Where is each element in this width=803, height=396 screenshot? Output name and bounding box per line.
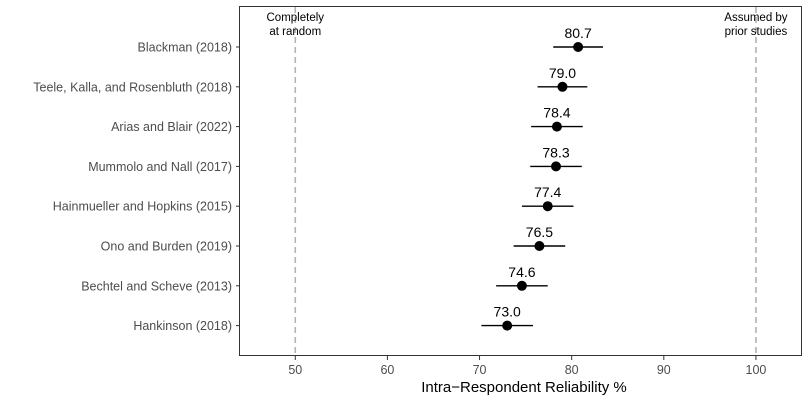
point-8 <box>502 320 513 331</box>
x-tick-label-90: 90 <box>657 363 671 377</box>
point-1 <box>573 42 584 52</box>
value-label-6: 76.5 <box>526 224 553 240</box>
x-tick-label-100: 100 <box>746 363 767 377</box>
point-3 <box>551 121 562 132</box>
study-label-4: Mummolo and Nall (2017) <box>88 160 232 174</box>
study-label-8: Hankinson (2018) <box>133 319 232 333</box>
value-labels: 80.7 79.0 78.4 78.3 77.4 76.5 74.6 73.0 <box>494 25 592 320</box>
x-tick-label-80: 80 <box>565 363 579 377</box>
plot-panel-border <box>239 6 802 356</box>
x-axis-title: Intra−Respondent Reliability % <box>421 379 627 396</box>
study-label-1: Blackman (2018) <box>138 41 233 55</box>
value-label-7: 74.6 <box>508 264 535 280</box>
y-axis-ticks <box>236 46 240 327</box>
x-tick-label-60: 60 <box>380 363 394 377</box>
value-label-3: 78.4 <box>543 105 570 121</box>
value-label-1: 80.7 <box>564 25 591 41</box>
reference-label-100-line-2: prior studies <box>725 26 788 38</box>
x-axis-ticks: 50 60 70 80 90 100 <box>288 356 766 377</box>
point-6 <box>534 241 545 251</box>
point-7 <box>516 280 527 291</box>
study-label-2: Teele, Kalla, and Rosenbluth (2018) <box>33 80 232 94</box>
x-tick-label-70: 70 <box>473 363 487 377</box>
value-label-5: 77.4 <box>534 184 561 200</box>
point-2 <box>557 81 568 92</box>
reference-lines: Completely at random Assumed by prior studi… <box>267 7 788 356</box>
reference-label-100-line-1: Assumed by <box>724 12 788 24</box>
value-label-4: 78.3 <box>542 144 569 160</box>
point-estimates <box>502 42 584 331</box>
point-4 <box>551 161 562 172</box>
point-5 <box>542 201 553 212</box>
study-label-5: Hainmueller and Hopkins (2015) <box>53 200 232 214</box>
study-label-7: Bechtel and Scheve (2013) <box>81 279 232 293</box>
study-label-6: Ono and Burden (2019) <box>101 240 232 254</box>
x-tick-label-50: 50 <box>288 363 302 377</box>
study-label-3: Arias and Blair (2022) <box>111 120 232 134</box>
value-label-2: 79.0 <box>549 65 576 81</box>
reference-label-50-line-2: at random <box>269 26 321 38</box>
reference-label-50-line-1: Completely <box>267 12 325 24</box>
value-label-8: 73.0 <box>494 304 521 320</box>
y-axis-study-labels: Blackman (2018) Teele, Kalla, and Rosenbl… <box>33 41 232 334</box>
